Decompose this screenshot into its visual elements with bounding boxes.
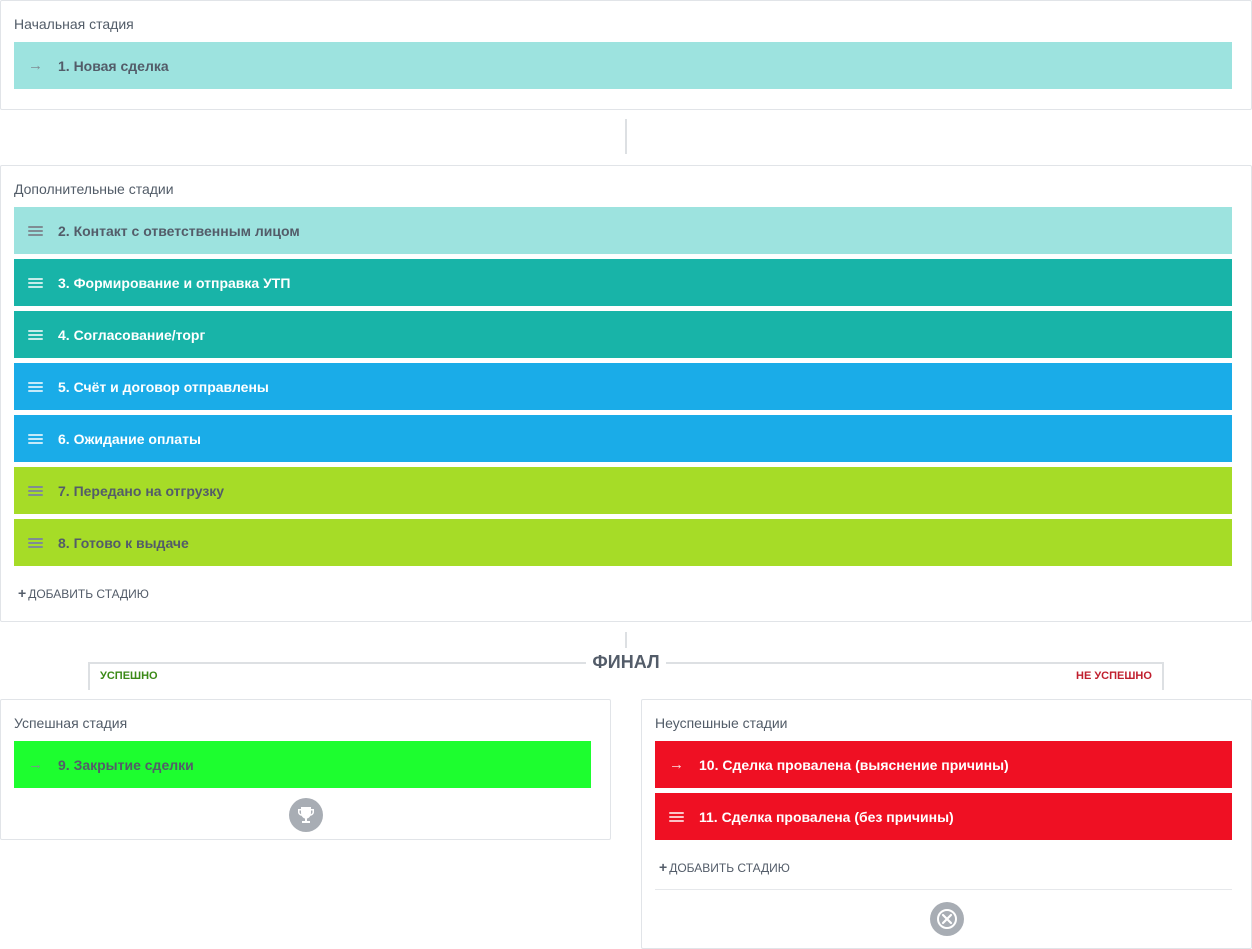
plus-icon: + <box>659 859 668 875</box>
stage-label: 4. Согласование/торг <box>58 326 206 343</box>
stage-label: 11. Сделка провалена (без причины) <box>699 808 954 825</box>
final-bracket-right <box>664 662 1164 690</box>
add-stage-button[interactable]: + ДОБАВИТЬ СТАДИЮ <box>659 859 790 875</box>
drag-handle-icon[interactable] <box>669 811 685 822</box>
connector-line <box>625 632 627 648</box>
fail-stages-title: Неуспешные стадии <box>655 715 788 731</box>
stage-ready[interactable]: 8. Готово к выдаче <box>14 519 1232 566</box>
stage-invoice-sent[interactable]: 5. Счёт и договор отправлены <box>14 363 1232 410</box>
add-stage-button[interactable]: + ДОБАВИТЬ СТАДИЮ <box>18 585 149 601</box>
trophy-icon <box>289 798 323 832</box>
stage-new-deal[interactable]: → 1. Новая сделка <box>14 42 1232 89</box>
stage-label: 8. Готово к выдаче <box>58 534 189 551</box>
stage-negotiation[interactable]: 4. Согласование/торг <box>14 311 1232 358</box>
connector-line <box>625 119 627 154</box>
stage-label: 10. Сделка провалена (выяснение причины) <box>699 756 1009 773</box>
stage-contact[interactable]: 2. Контакт с ответственным лицом <box>14 207 1232 254</box>
drag-handle-icon[interactable] <box>28 225 44 236</box>
stage-label: 9. Закрытие сделки <box>58 756 194 773</box>
success-label: УСПЕШНО <box>100 670 158 682</box>
extra-stages-title: Дополнительные стадии <box>14 181 174 197</box>
stage-deal-failed-no-reason[interactable]: 11. Сделка провалена (без причины) <box>655 793 1232 840</box>
drag-handle-icon[interactable] <box>28 329 44 340</box>
stage-label: 6. Ожидание оплаты <box>58 430 201 447</box>
arrow-right-icon: → <box>28 756 43 773</box>
arrow-right-icon: → <box>28 57 43 74</box>
close-circle-icon <box>930 902 964 936</box>
plus-icon: + <box>18 585 27 601</box>
success-stage-title: Успешная стадия <box>14 715 128 731</box>
initial-stage-title: Начальная стадия <box>14 16 134 32</box>
extra-stages-panel: Дополнительные стадии 2. Контакт с ответ… <box>0 165 1252 622</box>
stage-deal-closed[interactable]: → 9. Закрытие сделки <box>14 741 591 788</box>
drag-handle-icon[interactable] <box>28 381 44 392</box>
drag-handle-icon[interactable] <box>28 277 44 288</box>
stage-label: 5. Счёт и договор отправлены <box>58 378 269 395</box>
stage-label: 3. Формирование и отправка УТП <box>58 274 291 291</box>
final-bracket-left <box>88 662 588 690</box>
stage-deal-failed-reason[interactable]: → 10. Сделка провалена (выяснение причин… <box>655 741 1232 788</box>
stage-label: 7. Передано на отгрузку <box>58 482 225 499</box>
drag-handle-icon[interactable] <box>28 433 44 444</box>
drag-handle-icon[interactable] <box>28 537 44 548</box>
stage-label: 1. Новая сделка <box>58 57 169 74</box>
success-stage-panel: Успешная стадия → 9. Закрытие сделки <box>0 699 611 840</box>
initial-stage-panel: Начальная стадия → 1. Новая сделка <box>0 0 1252 110</box>
stage-label: 2. Контакт с ответственным лицом <box>58 222 300 239</box>
stage-shipping[interactable]: 7. Передано на отгрузку <box>14 467 1232 514</box>
final-title: ФИНАЛ <box>586 650 666 674</box>
fail-stages-panel: Неуспешные стадии → 10. Сделка провалена… <box>641 699 1252 949</box>
divider <box>655 889 1232 890</box>
arrow-right-icon: → <box>669 756 684 773</box>
fail-label: НЕ УСПЕШНО <box>1076 670 1152 682</box>
drag-handle-icon[interactable] <box>28 485 44 496</box>
stage-usp[interactable]: 3. Формирование и отправка УТП <box>14 259 1232 306</box>
stage-awaiting-payment[interactable]: 6. Ожидание оплаты <box>14 415 1232 462</box>
